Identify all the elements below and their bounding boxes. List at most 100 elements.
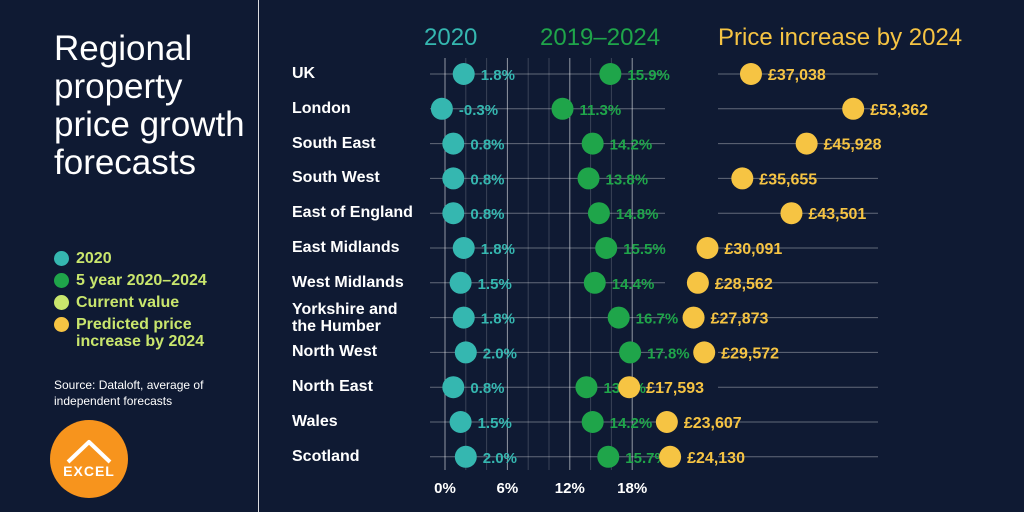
- label-price: £53,362: [870, 102, 928, 119]
- region-label: East of England: [292, 204, 413, 222]
- label-price: £29,572: [721, 345, 779, 362]
- label-5yr: 17.8%: [647, 345, 690, 362]
- label-5yr: 14.2%: [610, 137, 653, 154]
- marker-price: [618, 376, 641, 399]
- marker-price: [739, 63, 762, 85]
- marker-5yr: [551, 97, 574, 120]
- marker-price: [693, 341, 716, 364]
- marker-2020: [452, 63, 475, 85]
- marker-5yr: [577, 167, 600, 190]
- legend-item-5yr: 5 year 2020–2024: [54, 272, 254, 289]
- house-icon: [66, 440, 112, 464]
- header-2020: 2020: [424, 24, 478, 51]
- marker-price: [696, 237, 719, 259]
- region-label: West Midlands: [292, 273, 404, 291]
- marker-5yr: [581, 132, 604, 155]
- marker-5yr: [619, 341, 642, 364]
- label-5yr: 13.6%: [603, 380, 646, 397]
- label-5yr: 15.7%: [625, 450, 668, 467]
- marker-5yr: [575, 376, 598, 399]
- label-2020: 2.0%: [483, 345, 517, 362]
- label-5yr: 14.2%: [610, 415, 653, 432]
- label-price: £17,593: [646, 380, 704, 397]
- page-title: Regional property price growth forecasts: [54, 29, 245, 182]
- label-2020: 1.8%: [481, 67, 515, 84]
- label-2020: -0.3%: [459, 102, 498, 119]
- marker-5yr: [597, 445, 620, 468]
- region-label: London: [292, 99, 351, 117]
- region-label: East Midlands: [292, 239, 400, 256]
- label-2020: 0.8%: [470, 137, 504, 154]
- legend-label: 5 year 2020–2024: [76, 272, 207, 289]
- legend-dot-icon: [54, 251, 69, 266]
- logo-text: EXCEL: [63, 463, 115, 479]
- marker-price: [795, 132, 818, 155]
- region-label: Wales: [292, 413, 338, 430]
- label-5yr: 15.9%: [627, 67, 670, 84]
- label-2020: 1.8%: [481, 311, 515, 328]
- region-label: North East: [292, 378, 373, 396]
- marker-5yr: [583, 271, 606, 294]
- marker-2020: [452, 306, 475, 329]
- legend-dot-icon: [54, 317, 69, 332]
- label-2020: 2.0%: [483, 450, 517, 467]
- legend-item-price-increase: Predicted price increase by 2024: [54, 316, 254, 350]
- region-label: UK: [292, 65, 316, 82]
- header-5yr: 2019–2024: [540, 24, 661, 51]
- divider: [258, 0, 259, 512]
- x-tick-label: 0%: [434, 480, 456, 497]
- header-price-increase: Price increase by 2024: [718, 24, 963, 51]
- marker-price: [682, 306, 705, 329]
- excel-logo: EXCEL: [50, 420, 128, 498]
- label-5yr: 13.8%: [606, 171, 649, 188]
- marker-5yr: [587, 202, 610, 225]
- marker-2020: [449, 411, 472, 433]
- legend-label: Predicted price increase by 2024: [76, 316, 205, 350]
- marker-5yr: [607, 306, 630, 329]
- marker-2020: [452, 237, 475, 259]
- label-price: £35,655: [759, 171, 817, 188]
- marker-price: [842, 97, 865, 120]
- marker-5yr: [581, 411, 604, 433]
- marker-price: [686, 271, 709, 294]
- x-tick-label: 12%: [555, 480, 585, 497]
- marker-price: [659, 445, 682, 468]
- label-5yr: 15.5%: [623, 241, 666, 258]
- label-5yr: 14.4%: [612, 276, 655, 293]
- legend-dot-icon: [54, 273, 69, 288]
- label-price: £45,928: [824, 137, 882, 154]
- legend-label: 2020: [76, 250, 112, 267]
- label-price: £27,873: [711, 311, 769, 328]
- label-5yr: 14.8%: [616, 206, 659, 223]
- legend-dot-icon: [54, 295, 69, 310]
- x-tick-label: 6%: [497, 480, 519, 497]
- marker-price: [780, 202, 803, 225]
- x-tick-label: 18%: [617, 480, 647, 497]
- label-2020: 1.8%: [481, 241, 515, 258]
- region-label: South East: [292, 134, 376, 152]
- legend-item-current-value: Current value: [54, 294, 254, 311]
- marker-price: [655, 411, 678, 433]
- region-label: North West: [292, 343, 378, 361]
- legend-label: Current value: [76, 294, 180, 311]
- marker-2020: [454, 445, 477, 468]
- label-price: £43,501: [808, 206, 866, 223]
- label-2020: 0.8%: [470, 206, 504, 223]
- label-price: £28,562: [715, 276, 773, 293]
- label-2020: 0.8%: [470, 171, 504, 188]
- label-price: £24,130: [687, 450, 745, 467]
- legend: 2020 5 year 2020–2024 Current value Pred…: [54, 250, 254, 355]
- label-5yr: 16.7%: [636, 311, 679, 328]
- source-note: Source: Dataloft, average of independent…: [54, 378, 204, 408]
- region-label: Scotland: [292, 447, 360, 465]
- label-price: £30,091: [724, 241, 782, 258]
- label-2020: 0.8%: [470, 380, 504, 397]
- label-2020: 1.5%: [478, 276, 512, 293]
- marker-5yr: [595, 237, 618, 259]
- marker-2020: [449, 271, 472, 294]
- label-5yr: 11.3%: [580, 102, 622, 119]
- region-label: Yorkshire and the Humber: [292, 300, 398, 335]
- marker-2020: [454, 341, 477, 364]
- label-2020: 1.5%: [478, 415, 512, 432]
- legend-item-2020: 2020: [54, 250, 254, 267]
